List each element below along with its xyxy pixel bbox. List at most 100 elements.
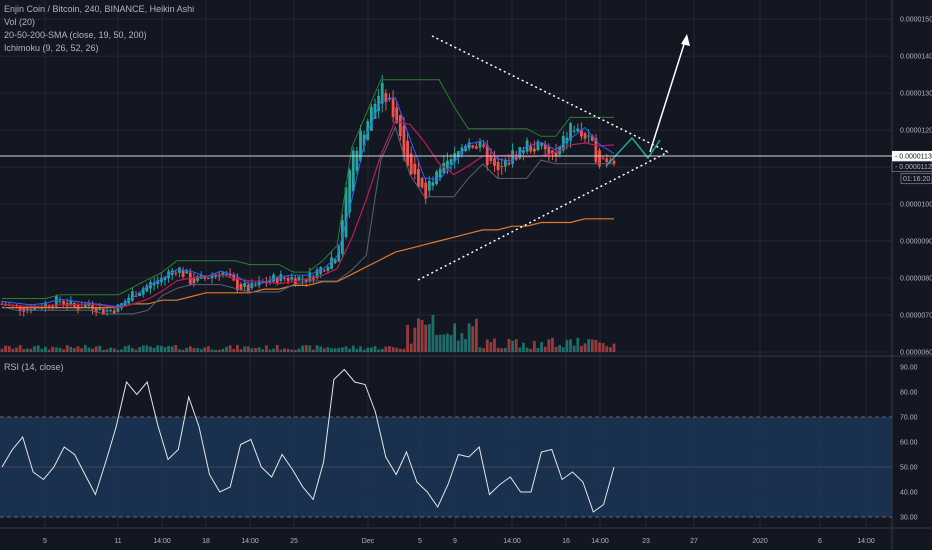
- candle-body: [120, 303, 123, 309]
- volume-bar: [569, 339, 572, 352]
- candle-body: [268, 280, 272, 283]
- candle-body: [594, 138, 598, 163]
- candle-body: [565, 137, 569, 144]
- candle-body: [446, 160, 449, 169]
- volume-bar: [467, 323, 471, 352]
- rsi-tick-label: 80.00: [900, 390, 918, 397]
- volume-bar: [529, 348, 533, 352]
- candle-body: [308, 272, 312, 281]
- candle-body: [254, 285, 257, 287]
- volume-bar: [540, 342, 543, 352]
- candle-body: [532, 148, 536, 152]
- candle-body: [297, 276, 301, 282]
- candle-body: [221, 272, 225, 276]
- volume-bar: [587, 339, 591, 352]
- cursor-price-box: [891, 161, 932, 173]
- volume-bar: [551, 337, 554, 352]
- volume-bar: [254, 348, 257, 352]
- volume-bar: [36, 345, 40, 352]
- volume-bar: [98, 345, 102, 352]
- candle-body: [413, 163, 417, 175]
- volume-bar: [235, 345, 239, 352]
- candle-body: [380, 82, 384, 104]
- volume-bar: [25, 348, 29, 352]
- volume-bar: [116, 349, 120, 352]
- candle-body: [424, 182, 428, 199]
- candle-body: [159, 277, 163, 283]
- candle-body: [453, 153, 457, 162]
- candle-body: [456, 151, 460, 158]
- volume-bar: [427, 324, 431, 352]
- volume-bar: [507, 338, 511, 352]
- volume-bar: [4, 345, 8, 352]
- rsi-tick-label: 30.00: [900, 515, 918, 522]
- rsi-tick-label: 60.00: [900, 440, 918, 447]
- volume-bar: [341, 347, 344, 352]
- volume-bar: [261, 349, 265, 352]
- legend-volume[interactable]: Vol (20): [4, 17, 36, 27]
- volume-bar: [442, 334, 446, 352]
- volume-bars: [0, 314, 616, 352]
- volume-bar: [449, 335, 453, 352]
- candle-body: [87, 304, 91, 306]
- candle-body: [225, 273, 228, 275]
- candle-body: [98, 307, 102, 310]
- volume-bar: [105, 349, 109, 352]
- volume-bar: [474, 318, 478, 352]
- volume-bar: [228, 345, 232, 352]
- volume-bar: [156, 345, 160, 352]
- candle-body: [406, 140, 409, 166]
- volume-bar: [547, 339, 551, 352]
- volume-bar: [203, 347, 207, 352]
- countdown-label: 01:16:20: [903, 176, 930, 183]
- candle-body: [275, 278, 279, 284]
- volume-bar: [272, 348, 275, 352]
- candle-body: [58, 300, 62, 302]
- candle-body: [62, 301, 65, 305]
- volume-bar: [312, 349, 315, 352]
- volume-bar: [612, 343, 616, 352]
- candle-body: [105, 310, 109, 312]
- candle-body: [228, 274, 232, 276]
- candle-body: [543, 144, 547, 150]
- time-tick-label: 14:00: [153, 538, 171, 545]
- volume-bar: [558, 344, 562, 352]
- volume-bar: [130, 348, 134, 352]
- candle-body: [101, 308, 105, 315]
- candle-body: [192, 278, 196, 284]
- volume-bar: [366, 347, 370, 352]
- legend-ichimoku[interactable]: Ichimoku (9, 26, 52, 26): [4, 43, 99, 53]
- volume-bar: [221, 348, 225, 352]
- candle-body: [503, 159, 507, 167]
- volume-bar: [380, 348, 384, 352]
- candle-body: [580, 129, 583, 137]
- volume-bar: [496, 347, 500, 352]
- legend-sma[interactable]: 20-50-200-SMA (close, 19, 50, 200): [4, 30, 147, 40]
- volume-bar: [590, 339, 594, 352]
- candle-body: [246, 284, 250, 292]
- candle-body: [471, 145, 475, 148]
- volume-bar: [518, 347, 522, 352]
- volume-bar: [7, 346, 11, 352]
- candle-body: [590, 135, 594, 141]
- volume-bar: [493, 338, 496, 352]
- volume-bar: [159, 345, 163, 352]
- time-tick-label: 16: [562, 538, 570, 545]
- sma-200-line: [2, 218, 614, 309]
- volume-bar: [170, 346, 174, 352]
- candle-body: [326, 267, 330, 271]
- candle-body: [507, 163, 511, 165]
- volume-bar: [54, 347, 58, 352]
- volume-bar: [207, 346, 210, 352]
- time-tick-label: 14:00: [503, 538, 521, 545]
- volume-bar: [536, 348, 540, 352]
- candle-body: [207, 277, 210, 279]
- candle-body: [449, 159, 453, 165]
- legend-rsi[interactable]: RSI (14, close): [4, 362, 64, 372]
- candle-body: [438, 168, 442, 178]
- candle-body: [203, 276, 207, 279]
- volume-bar: [330, 348, 333, 352]
- candle-body: [344, 187, 348, 238]
